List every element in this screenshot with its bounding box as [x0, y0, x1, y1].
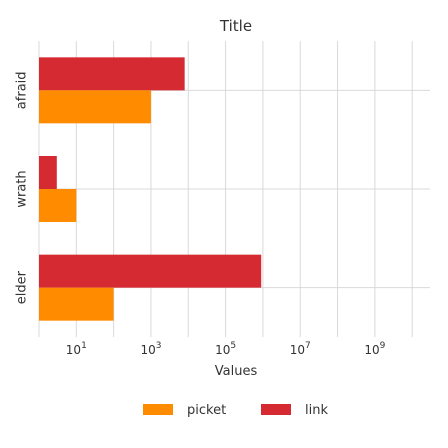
- x-tick-label: 105: [215, 341, 236, 357]
- axes: afraid wrath elder 101 103 105 107 109: [15, 71, 386, 357]
- legend-swatch-picket: [143, 404, 173, 415]
- legend-swatch-link: [261, 404, 291, 415]
- y-tick-label: afraid: [15, 71, 30, 109]
- bar-link-elder: [39, 254, 262, 288]
- legend-label-link: link: [305, 403, 328, 418]
- bar-picket-elder: [39, 287, 114, 321]
- x-tick-label: 103: [140, 341, 161, 357]
- legend: picket link: [143, 403, 328, 418]
- x-axis-label: Values: [215, 364, 258, 379]
- chart-title: Title: [219, 17, 252, 35]
- bars: [39, 57, 262, 321]
- y-tick-label: elder: [15, 270, 30, 304]
- bar-picket-afraid: [39, 90, 151, 124]
- x-tick-label: 101: [66, 341, 87, 357]
- y-tick-label: wrath: [15, 170, 30, 207]
- legend-label-picket: picket: [187, 403, 226, 418]
- x-tick-label: 109: [364, 341, 385, 357]
- x-tick-label: 107: [290, 341, 311, 357]
- bar-picket-wrath: [39, 189, 77, 222]
- bar-link-wrath: [39, 156, 57, 189]
- bar-link-afraid: [39, 57, 185, 91]
